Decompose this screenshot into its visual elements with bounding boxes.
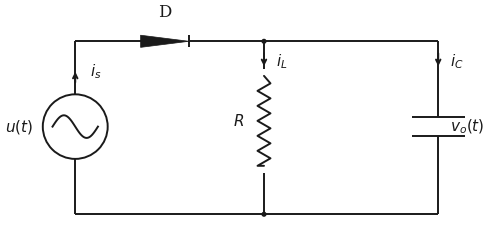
Text: $i_L$: $i_L$ bbox=[276, 53, 288, 71]
Text: $R$: $R$ bbox=[234, 113, 245, 129]
Ellipse shape bbox=[262, 40, 266, 43]
Polygon shape bbox=[141, 35, 189, 47]
Text: $i_s$: $i_s$ bbox=[90, 62, 101, 81]
Ellipse shape bbox=[262, 212, 266, 216]
Text: $i_C$: $i_C$ bbox=[450, 53, 464, 71]
Text: D: D bbox=[158, 4, 171, 20]
Text: $v_o(t)$: $v_o(t)$ bbox=[450, 117, 485, 136]
Text: $u(t)$: $u(t)$ bbox=[5, 118, 33, 136]
